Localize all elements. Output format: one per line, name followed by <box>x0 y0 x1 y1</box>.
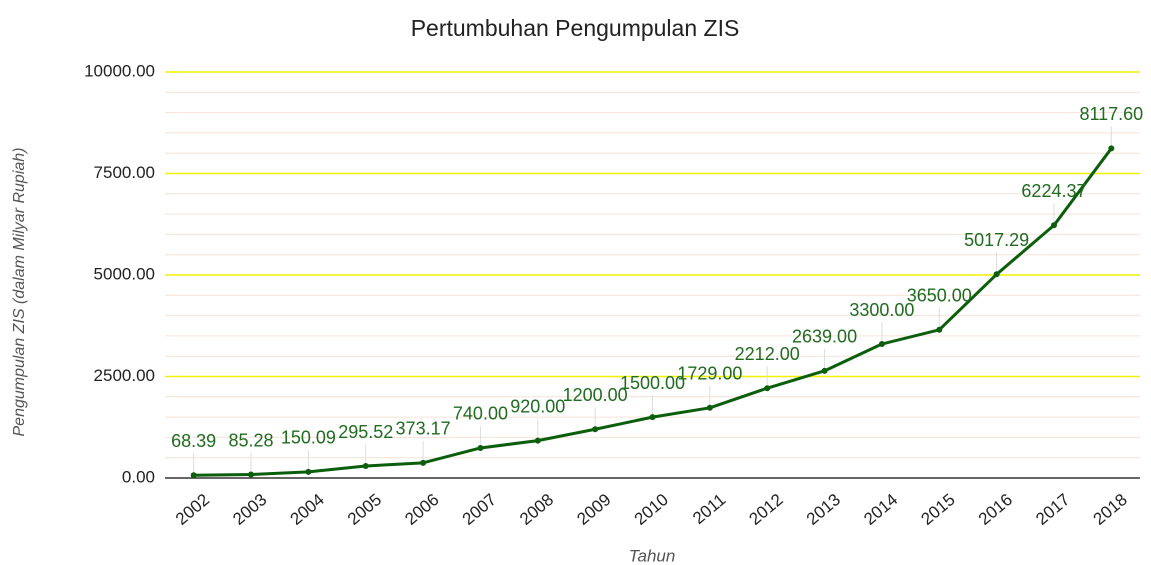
data-label: 740.00 <box>453 404 508 424</box>
data-line <box>193 147 1113 477</box>
data-label: 8117.60 <box>1079 104 1143 124</box>
x-tick-label: 2018 <box>1090 490 1131 529</box>
data-label: 373.17 <box>396 419 451 439</box>
x-tick-label: 2007 <box>459 490 500 529</box>
data-label: 5017.29 <box>964 230 1029 250</box>
x-tick-label: 2006 <box>401 490 442 529</box>
data-point <box>534 437 541 444</box>
x-tick-label: 2004 <box>287 490 328 529</box>
data-point <box>649 414 656 421</box>
data-label: 150.09 <box>281 428 336 448</box>
x-tick-label: 2003 <box>229 490 270 529</box>
x-tick-label: 2013 <box>803 490 844 529</box>
data-label: 6224.37 <box>1021 181 1086 201</box>
data-point <box>362 463 369 470</box>
data-point <box>305 468 312 475</box>
data-point <box>477 444 484 451</box>
data-label: 2212.00 <box>735 344 800 364</box>
data-point <box>190 472 197 479</box>
data-point <box>993 271 1000 278</box>
x-tick-label: 2010 <box>631 490 672 529</box>
x-axis-label: Tahun <box>629 546 676 565</box>
data-point <box>878 341 885 348</box>
data-point <box>420 459 427 466</box>
data-label: 1500.00 <box>620 373 685 393</box>
x-tick-label: 2012 <box>745 490 786 529</box>
data-point <box>764 385 771 392</box>
x-tick-label: 2002 <box>172 490 213 529</box>
data-label: 295.52 <box>338 422 393 442</box>
y-tick-label: 5000.00 <box>94 264 155 283</box>
x-tick-label: 2014 <box>860 490 901 529</box>
x-tick-label: 2009 <box>573 490 614 529</box>
data-label: 2639.00 <box>792 327 857 347</box>
data-label: 920.00 <box>510 396 565 416</box>
data-label: 3650.00 <box>907 286 972 306</box>
x-tick-label: 2015 <box>918 490 959 529</box>
data-label: 85.28 <box>229 430 274 450</box>
x-tick-label: 2011 <box>689 490 729 528</box>
y-tick-label: 10000.00 <box>84 61 155 80</box>
data-point <box>936 326 943 333</box>
y-tick-label: 7500.00 <box>94 163 155 182</box>
y-tick-label: 2500.00 <box>94 366 155 385</box>
x-tick-label: 2008 <box>516 490 557 529</box>
data-point <box>1050 222 1057 229</box>
data-point <box>706 404 713 411</box>
x-tick-label: 2005 <box>344 490 385 529</box>
y-axis-label: Pengumpulan ZIS (dalam Milyar Rupiah) <box>11 147 28 436</box>
chart-title: Pertumbuhan Pengumpulan ZIS <box>411 15 740 41</box>
data-point <box>821 367 828 374</box>
data-label: 1729.00 <box>677 364 742 384</box>
y-tick-label: 0.00 <box>122 467 155 486</box>
x-tick-label: 2017 <box>1032 490 1073 529</box>
data-point <box>1108 145 1115 152</box>
x-tick-label: 2016 <box>975 490 1016 529</box>
data-point <box>248 471 255 478</box>
data-point <box>592 426 599 433</box>
data-label: 3300.00 <box>849 300 914 320</box>
data-label: 68.39 <box>171 431 216 451</box>
data-label: 1200.00 <box>563 385 628 405</box>
